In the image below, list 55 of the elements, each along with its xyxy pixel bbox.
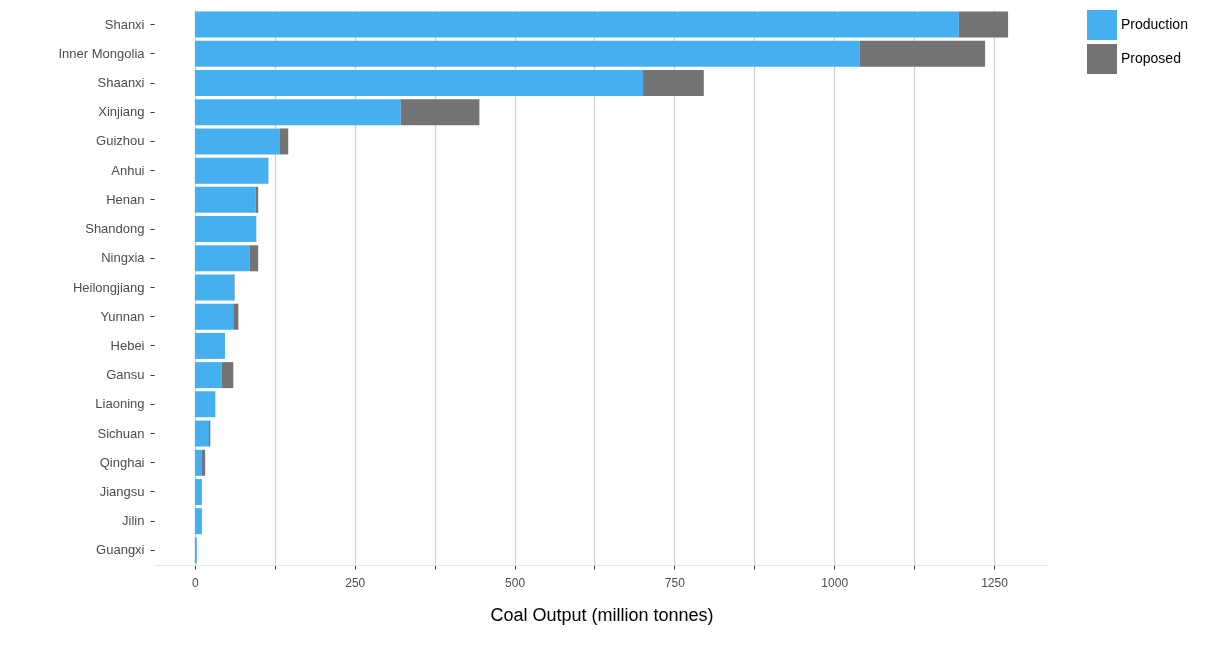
y-tick-label: Inner Mongolia — [58, 45, 146, 61]
y-tick-label: Shaanxi — [97, 75, 145, 91]
x-tick-label: 0 — [192, 575, 200, 590]
y-tick-label: Liaoning — [95, 396, 145, 412]
legend-label: Proposed — [1121, 50, 1181, 66]
bar — [194, 128, 280, 155]
bar — [859, 40, 986, 67]
y-tick-label: Anhui — [111, 162, 145, 178]
y-tick-label: Jiangsu — [99, 483, 145, 499]
x-tick-label: 250 — [345, 575, 366, 590]
bar — [233, 303, 239, 330]
y-tick-label: Shanxi — [104, 16, 145, 32]
bar — [194, 303, 234, 330]
x-tick-label: 500 — [505, 575, 526, 590]
bar — [194, 508, 202, 535]
x-tick-label: 1000 — [821, 575, 849, 590]
x-axis-title: Coal Output (million tonnes) — [490, 604, 714, 625]
y-tick-label: Heilongjiang — [72, 279, 145, 295]
bar — [194, 216, 257, 243]
bar — [194, 157, 269, 184]
bar — [201, 449, 206, 476]
y-tick-label: Xinjiang — [98, 104, 145, 120]
bar — [194, 99, 401, 126]
x-tick-label: 750 — [664, 575, 686, 590]
y-tick-label: Ningxia — [101, 250, 146, 266]
bar — [194, 332, 225, 359]
bar — [194, 362, 222, 389]
bar — [194, 11, 959, 38]
y-tick-label: Hebei — [110, 337, 145, 353]
y-tick-label: Guangxi — [96, 542, 145, 558]
y-tick-label: Shandong — [85, 221, 145, 237]
bar — [194, 70, 644, 97]
bar — [194, 478, 202, 505]
bar — [249, 245, 259, 272]
bar — [194, 186, 256, 213]
bar — [194, 391, 216, 418]
y-tick-label: Jilin — [122, 513, 145, 529]
bar — [194, 245, 250, 272]
legend-label: Production — [1121, 16, 1188, 32]
y-tick-label: Sichuan — [97, 425, 145, 441]
y-tick-label: Qinghai — [99, 454, 145, 470]
x-tick-label: 1250 — [981, 575, 1009, 590]
y-tick-label: Yunnan — [100, 308, 145, 324]
bar — [194, 420, 209, 447]
y-tick-label: Henan — [106, 191, 145, 207]
bar — [194, 40, 860, 67]
y-tick-label: Gansu — [106, 367, 145, 383]
bar — [958, 11, 1009, 38]
bar — [400, 99, 480, 126]
bar — [643, 70, 704, 97]
bar — [279, 128, 289, 155]
y-tick-label: Guizhou — [96, 133, 145, 149]
bar — [221, 362, 234, 389]
bar — [194, 274, 234, 301]
bar — [194, 449, 202, 476]
